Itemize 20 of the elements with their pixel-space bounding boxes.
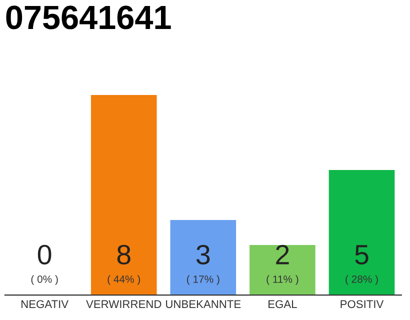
chart-title: 075641641 (6, 6, 171, 30)
annotation: ( 17% ) (187, 275, 220, 285)
data-label: 8 (117, 244, 130, 264)
annotation: ( 0% ) (31, 275, 58, 285)
bar (250, 245, 316, 296)
annotation: ( 28% ) (346, 275, 378, 285)
x-tick-label: EGAL (268, 300, 297, 308)
x-tick-label: VERWIRREND (86, 300, 162, 308)
data-label: 2 (276, 244, 289, 264)
x-tick-label: NEGATIV (22, 300, 68, 308)
x-tick-label: UNBEKANNTE (166, 300, 241, 308)
data-label: 3 (196, 244, 210, 264)
bar (170, 220, 236, 296)
x-tick-label: POSITIV (340, 300, 384, 308)
data-label: 0 (38, 244, 52, 264)
bar (328, 170, 395, 296)
bar (90, 95, 157, 296)
annotation: ( 11% ) (266, 275, 298, 285)
data-label: 5 (355, 245, 368, 264)
annotation: ( 44% ) (108, 275, 140, 285)
